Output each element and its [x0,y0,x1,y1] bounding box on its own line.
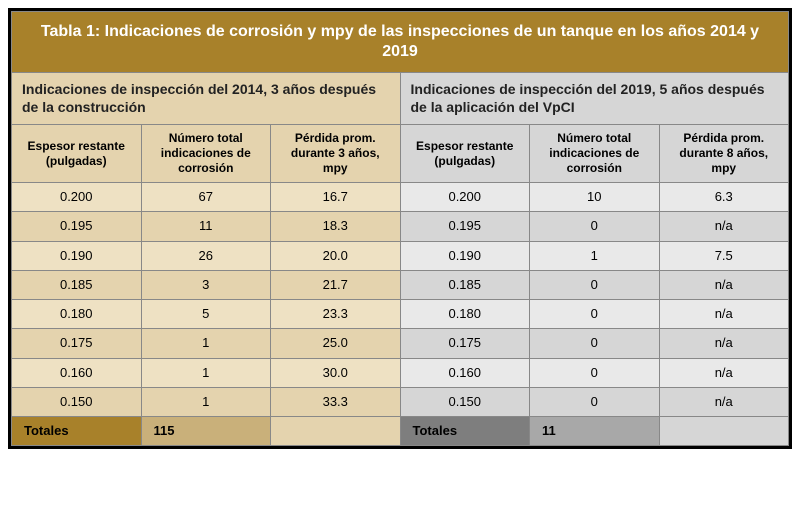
left-cell: 11 [141,212,271,241]
right-cell: 0.185 [400,270,530,299]
left-cell: 5 [141,300,271,329]
left-cell: 1 [141,358,271,387]
right-totals-value: 11 [530,417,660,446]
left-cell: 21.7 [271,270,401,299]
left-cell: 3 [141,270,271,299]
right-cell: 0.150 [400,387,530,416]
left-cell: 0.150 [12,387,142,416]
table-row: 0.1951118.30.1950n/a [12,212,789,241]
corrosion-table: Tabla 1: Indicaciones de corrosión y mpy… [11,11,789,446]
left-cell: 16.7 [271,183,401,212]
table-row: 0.185321.70.1850n/a [12,270,789,299]
left-cell: 0.180 [12,300,142,329]
table-row: 0.1902620.00.19017.5 [12,241,789,270]
right-totals-blank [659,417,789,446]
left-col-1: Número total indicaciones de corrosión [141,125,271,183]
right-cell: 0 [530,358,660,387]
left-cell: 0.160 [12,358,142,387]
right-col-2: Pérdida prom. durante 8 años, mpy [659,125,789,183]
right-cell: 0 [530,300,660,329]
table-title: Tabla 1: Indicaciones de corrosión y mpy… [12,12,789,73]
left-cell: 33.3 [271,387,401,416]
right-cell: n/a [659,212,789,241]
right-group-header: Indicaciones de inspección del 2019, 5 a… [400,73,789,125]
right-cell: 0 [530,329,660,358]
left-cell: 0.200 [12,183,142,212]
left-cell: 1 [141,387,271,416]
right-totals-label: Totales [400,417,530,446]
right-cell: 0.160 [400,358,530,387]
right-cell: n/a [659,329,789,358]
table-row: 0.150133.30.1500n/a [12,387,789,416]
right-cell: n/a [659,358,789,387]
left-cell: 20.0 [271,241,401,270]
right-cell: n/a [659,387,789,416]
table-row: 0.160130.00.1600n/a [12,358,789,387]
right-cell: 0.190 [400,241,530,270]
left-cell: 30.0 [271,358,401,387]
left-col-0: Espesor restante (pulgadas) [12,125,142,183]
left-cell: 25.0 [271,329,401,358]
left-cell: 0.195 [12,212,142,241]
right-cell: 0 [530,387,660,416]
left-totals-label: Totales [12,417,142,446]
right-col-1: Número total indicaciones de corrosión [530,125,660,183]
right-cell: 0.195 [400,212,530,241]
right-col-0: Espesor restante (pulgadas) [400,125,530,183]
right-cell: 0 [530,212,660,241]
left-cell: 67 [141,183,271,212]
left-cell: 26 [141,241,271,270]
right-cell: n/a [659,270,789,299]
left-cell: 18.3 [271,212,401,241]
right-cell: 6.3 [659,183,789,212]
right-cell: 0.175 [400,329,530,358]
table-row: 0.2006716.70.200106.3 [12,183,789,212]
table-row: 0.180523.30.1800n/a [12,300,789,329]
left-cell: 1 [141,329,271,358]
left-cell: 0.185 [12,270,142,299]
right-cell: n/a [659,300,789,329]
left-group-header: Indicaciones de inspección del 2014, 3 a… [12,73,401,125]
left-cell: 23.3 [271,300,401,329]
left-totals-blank [271,417,401,446]
left-col-2: Pérdida prom. durante 3 años, mpy [271,125,401,183]
right-cell: 1 [530,241,660,270]
table-container: Tabla 1: Indicaciones de corrosión y mpy… [8,8,792,449]
table-row: 0.175125.00.1750n/a [12,329,789,358]
right-cell: 10 [530,183,660,212]
right-cell: 0.200 [400,183,530,212]
right-cell: 0.180 [400,300,530,329]
right-cell: 7.5 [659,241,789,270]
left-totals-value: 115 [141,417,271,446]
right-cell: 0 [530,270,660,299]
left-cell: 0.190 [12,241,142,270]
left-cell: 0.175 [12,329,142,358]
